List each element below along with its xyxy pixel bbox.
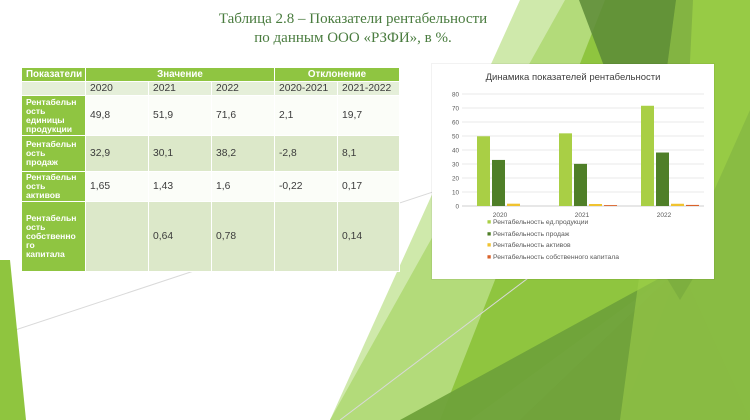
svg-text:2022: 2022 <box>657 212 672 219</box>
svg-text:50: 50 <box>452 134 460 141</box>
svg-text:0: 0 <box>455 204 459 211</box>
svg-text:30: 30 <box>452 162 460 169</box>
svg-text:80: 80 <box>452 92 460 99</box>
svg-text:20: 20 <box>452 176 460 183</box>
svg-text:10: 10 <box>452 190 460 197</box>
svg-text:60: 60 <box>452 120 460 127</box>
svg-text:70: 70 <box>452 106 460 113</box>
svg-text:40: 40 <box>452 148 460 155</box>
